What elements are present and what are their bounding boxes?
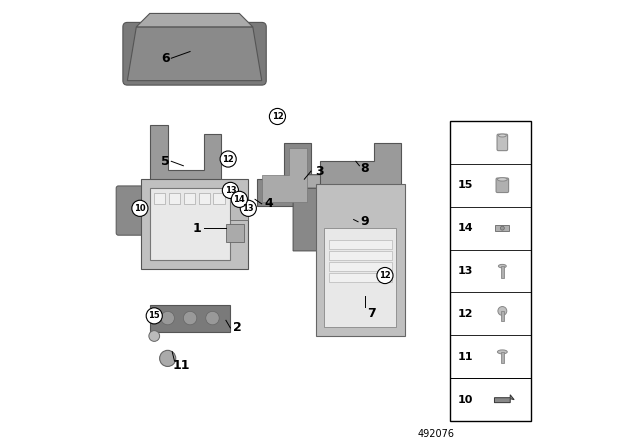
Circle shape [240, 200, 257, 216]
Text: 11: 11 [458, 352, 474, 362]
Text: 13: 13 [243, 204, 254, 213]
Text: 1: 1 [193, 222, 201, 235]
Circle shape [269, 108, 285, 125]
Text: 13: 13 [458, 266, 474, 276]
FancyBboxPatch shape [496, 178, 509, 193]
Polygon shape [150, 125, 221, 197]
Text: 14: 14 [234, 195, 245, 204]
Text: 12: 12 [271, 112, 284, 121]
Polygon shape [293, 175, 356, 188]
Text: 13: 13 [225, 186, 236, 195]
Circle shape [149, 331, 159, 341]
Text: 492076: 492076 [418, 429, 455, 439]
FancyBboxPatch shape [116, 186, 148, 235]
Polygon shape [226, 224, 244, 242]
Polygon shape [230, 202, 248, 220]
FancyBboxPatch shape [501, 311, 504, 321]
FancyBboxPatch shape [198, 193, 210, 204]
Circle shape [159, 350, 176, 366]
FancyBboxPatch shape [450, 121, 531, 421]
Circle shape [184, 311, 197, 325]
FancyBboxPatch shape [316, 184, 405, 336]
FancyBboxPatch shape [329, 273, 392, 282]
Polygon shape [136, 13, 253, 27]
Polygon shape [127, 27, 262, 81]
Circle shape [222, 182, 239, 198]
FancyBboxPatch shape [329, 240, 392, 249]
FancyBboxPatch shape [329, 251, 392, 260]
Text: 7: 7 [367, 307, 376, 320]
Text: 6: 6 [161, 52, 170, 65]
Text: 15: 15 [458, 180, 474, 190]
Polygon shape [150, 305, 230, 332]
Text: 11: 11 [172, 358, 190, 372]
Circle shape [220, 151, 236, 167]
Ellipse shape [499, 264, 506, 268]
Text: 10: 10 [458, 395, 474, 405]
Circle shape [377, 267, 393, 284]
Circle shape [161, 311, 174, 325]
Polygon shape [141, 179, 248, 269]
Text: 12: 12 [222, 155, 234, 164]
Circle shape [132, 200, 148, 216]
Polygon shape [293, 188, 374, 251]
Text: 2: 2 [233, 321, 241, 335]
Text: 8: 8 [360, 161, 369, 175]
Polygon shape [495, 225, 509, 231]
FancyBboxPatch shape [329, 262, 392, 271]
Text: 15: 15 [148, 311, 160, 320]
FancyBboxPatch shape [324, 228, 396, 327]
Polygon shape [320, 143, 401, 188]
FancyBboxPatch shape [497, 134, 508, 151]
Circle shape [206, 311, 220, 325]
Circle shape [231, 191, 248, 207]
Circle shape [498, 306, 507, 315]
Ellipse shape [499, 134, 506, 137]
Circle shape [500, 226, 504, 230]
Polygon shape [257, 143, 311, 206]
Text: 10: 10 [134, 204, 146, 213]
FancyBboxPatch shape [169, 193, 180, 204]
Ellipse shape [497, 178, 508, 181]
Polygon shape [262, 148, 307, 202]
FancyBboxPatch shape [154, 193, 165, 204]
Text: 14: 14 [458, 223, 474, 233]
FancyBboxPatch shape [500, 352, 504, 363]
FancyBboxPatch shape [184, 193, 195, 204]
Circle shape [146, 308, 163, 324]
Ellipse shape [497, 350, 508, 354]
Text: 9: 9 [360, 215, 369, 228]
FancyBboxPatch shape [150, 188, 230, 260]
Text: 12: 12 [379, 271, 391, 280]
Text: 4: 4 [264, 197, 273, 211]
FancyBboxPatch shape [500, 266, 504, 278]
Text: 12: 12 [458, 309, 474, 319]
Polygon shape [495, 395, 514, 403]
FancyBboxPatch shape [123, 22, 266, 85]
Text: 3: 3 [315, 164, 323, 178]
FancyBboxPatch shape [213, 193, 225, 204]
Text: 5: 5 [161, 155, 170, 168]
